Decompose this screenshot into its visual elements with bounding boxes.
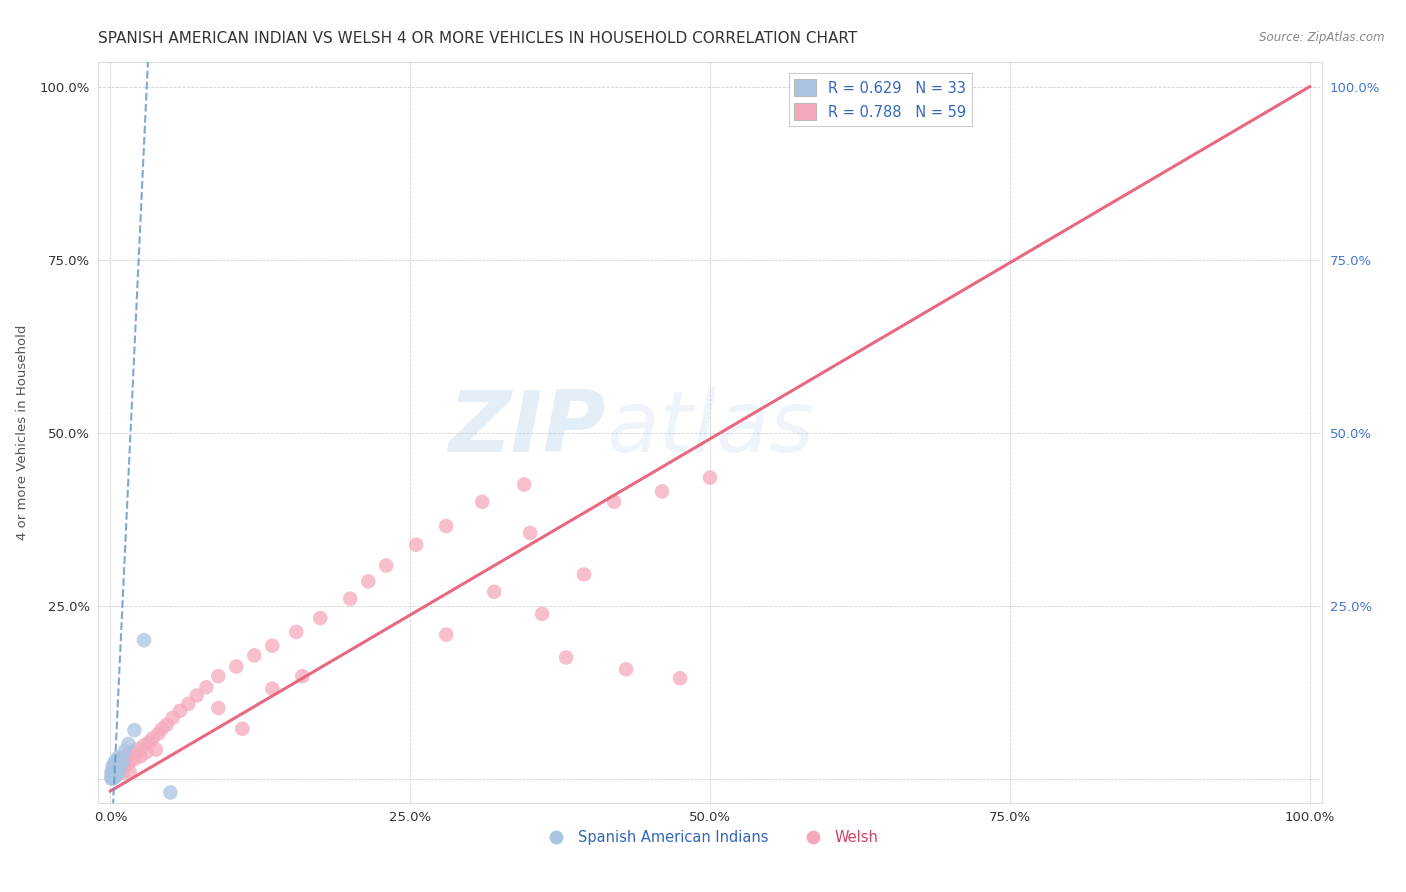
Point — [105, 764, 128, 778]
Point — [117, 737, 139, 751]
Point — [405, 538, 427, 552]
Point — [434, 628, 457, 642]
Point — [285, 624, 308, 639]
Point — [107, 766, 129, 780]
Point — [572, 567, 595, 582]
Point — [105, 761, 128, 775]
Point — [101, 759, 124, 773]
Point — [519, 525, 541, 540]
Point — [107, 751, 129, 765]
Point — [339, 591, 361, 606]
Point — [129, 749, 152, 764]
Point — [669, 671, 692, 685]
Point — [614, 662, 637, 676]
Point — [103, 770, 125, 784]
Point — [177, 697, 200, 711]
Point — [262, 639, 284, 653]
Point — [162, 711, 184, 725]
Point — [100, 772, 122, 786]
Point — [125, 742, 148, 756]
Point — [104, 761, 127, 775]
Point — [104, 754, 127, 768]
Point — [107, 761, 129, 775]
Point — [291, 669, 314, 683]
Point — [108, 757, 129, 772]
Point — [141, 731, 163, 746]
Y-axis label: 4 or more Vehicles in Household: 4 or more Vehicles in Household — [15, 325, 28, 541]
Point — [108, 754, 129, 768]
Point — [225, 659, 247, 673]
Point — [115, 749, 138, 764]
Point — [105, 768, 128, 782]
Point — [114, 744, 136, 758]
Point — [103, 768, 125, 782]
Text: ZIP: ZIP — [449, 387, 606, 470]
Point — [104, 770, 127, 784]
Point — [603, 495, 626, 509]
Point — [243, 648, 266, 663]
Legend: Spanish American Indians, Welsh: Spanish American Indians, Welsh — [536, 824, 884, 851]
Point — [100, 770, 122, 784]
Point — [135, 745, 157, 759]
Point — [231, 722, 253, 736]
Point — [159, 785, 181, 799]
Point — [101, 768, 124, 782]
Point — [114, 759, 136, 773]
Point — [138, 736, 160, 750]
Point — [156, 717, 179, 731]
Point — [186, 689, 208, 703]
Point — [121, 745, 143, 759]
Point — [195, 680, 218, 694]
Point — [132, 633, 155, 648]
Point — [104, 768, 127, 782]
Point — [262, 681, 284, 696]
Point — [117, 756, 139, 771]
Point — [513, 477, 536, 491]
Point — [104, 766, 127, 780]
Point — [309, 611, 332, 625]
Point — [357, 574, 380, 589]
Point — [124, 752, 146, 766]
Point — [101, 772, 124, 786]
Point — [101, 764, 124, 778]
Point — [111, 766, 134, 780]
Point — [112, 752, 135, 766]
Point — [207, 669, 229, 683]
Text: Source: ZipAtlas.com: Source: ZipAtlas.com — [1260, 31, 1385, 45]
Point — [108, 764, 129, 779]
Point — [531, 607, 554, 621]
Point — [107, 766, 129, 780]
Point — [150, 722, 173, 736]
Point — [482, 584, 505, 599]
Point — [375, 558, 398, 573]
Point — [118, 764, 141, 779]
Point — [651, 484, 673, 499]
Point — [110, 751, 132, 765]
Point — [471, 495, 494, 509]
Point — [108, 757, 131, 772]
Point — [145, 742, 167, 756]
Point — [101, 770, 124, 784]
Point — [103, 764, 125, 779]
Point — [103, 757, 125, 772]
Point — [105, 756, 128, 771]
Text: atlas: atlas — [606, 387, 814, 470]
Point — [169, 704, 191, 718]
Point — [124, 723, 146, 738]
Point — [108, 764, 131, 779]
Point — [132, 739, 155, 753]
Point — [207, 701, 229, 715]
Point — [699, 470, 721, 484]
Point — [434, 519, 457, 533]
Point — [100, 768, 122, 782]
Point — [103, 764, 125, 779]
Point — [555, 650, 578, 665]
Point — [100, 764, 122, 779]
Point — [101, 766, 124, 780]
Text: SPANISH AMERICAN INDIAN VS WELSH 4 OR MORE VEHICLES IN HOUSEHOLD CORRELATION CHA: SPANISH AMERICAN INDIAN VS WELSH 4 OR MO… — [98, 31, 858, 46]
Point — [110, 754, 132, 768]
Point — [111, 754, 134, 768]
Point — [148, 726, 170, 740]
